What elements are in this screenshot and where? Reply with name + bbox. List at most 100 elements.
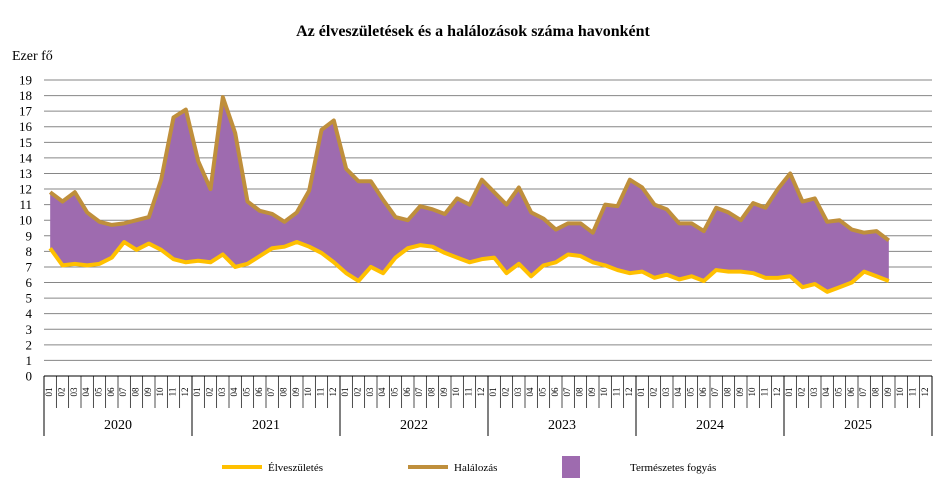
month-tick-label: 06 xyxy=(698,387,708,397)
month-tick-label: 07 xyxy=(562,387,572,397)
legend-natural-decrease-label: Természetes fogyás xyxy=(630,462,716,474)
month-tick-label: 11 xyxy=(168,388,178,397)
month-tick-label: 05 xyxy=(538,387,548,397)
month-tick-label: 04 xyxy=(81,387,91,397)
month-tick-label: 11 xyxy=(612,388,622,397)
month-tick-label: 01 xyxy=(340,388,350,397)
legend: Élveszületés Halálozás Természetes fogyá… xyxy=(222,456,716,478)
month-tick-label: 03 xyxy=(809,387,819,397)
x-axis: 01 02 03 04 05 06 07 08 09 10 11 12 01 02 03 04 05 06 07 08… xyxy=(43,376,933,436)
year-label: 2025 xyxy=(844,418,872,433)
month-tick-label: 06 xyxy=(846,387,856,397)
month-tick-label: 01 xyxy=(488,388,498,397)
month-tick-label: 04 xyxy=(673,387,683,397)
month-tick-label: 06 xyxy=(550,387,560,397)
month-tick-label: 04 xyxy=(377,387,387,397)
y-tick-label: 0 xyxy=(26,369,33,384)
month-tick-label: 07 xyxy=(414,387,424,397)
month-tick-label: 12 xyxy=(772,387,782,396)
y-tick-label: 16 xyxy=(19,119,33,134)
month-tick-label: 02 xyxy=(797,388,807,397)
y-tick-label: 5 xyxy=(26,291,33,306)
month-tick-label: 12 xyxy=(624,387,634,396)
month-tick-label: 02 xyxy=(649,388,659,397)
month-tick-label: 03 xyxy=(365,387,375,397)
month-tick-label: 02 xyxy=(353,388,363,397)
month-tick-label: 07 xyxy=(710,387,720,397)
month-tick-label: 03 xyxy=(69,387,79,397)
y-tick-label: 19 xyxy=(19,73,32,88)
month-tick-label: 05 xyxy=(686,387,696,397)
month-tick-label: 11 xyxy=(316,388,326,397)
month-tick-label: 01 xyxy=(44,388,54,397)
month-tick-label: 01 xyxy=(192,388,202,397)
month-tick-label: 03 xyxy=(513,387,523,397)
month-tick-label: 06 xyxy=(106,387,116,397)
month-tick-label: 12 xyxy=(920,387,930,396)
y-tick-label: 4 xyxy=(26,306,33,321)
month-tick-label: 12 xyxy=(328,387,338,396)
month-tick-label: 10 xyxy=(303,387,313,397)
month-tick-label: 08 xyxy=(871,387,881,397)
month-tick-label: 08 xyxy=(279,387,289,397)
month-tick-label: 10 xyxy=(747,387,757,397)
y-tick-label: 13 xyxy=(19,166,32,181)
y-tick-label: 9 xyxy=(26,228,33,243)
month-tick-label: 03 xyxy=(661,387,671,397)
natural-decrease-area xyxy=(50,97,889,292)
month-tick-label: 02 xyxy=(57,388,67,397)
y-tick-label: 3 xyxy=(26,322,33,337)
legend-deaths-label: Halálozás xyxy=(454,462,497,474)
month-tick-label: 05 xyxy=(390,387,400,397)
month-tick-label: 02 xyxy=(205,388,215,397)
births-line xyxy=(48,240,890,294)
month-tick-label: 08 xyxy=(427,387,437,397)
month-tick-label: 10 xyxy=(155,387,165,397)
month-tick-label: 05 xyxy=(94,387,104,397)
month-tick-label: 12 xyxy=(180,387,190,396)
year-label: 2022 xyxy=(400,418,428,433)
y-tick-label: 6 xyxy=(26,275,33,290)
month-tick-label: 11 xyxy=(464,388,474,397)
month-tick-label: 10 xyxy=(599,387,609,397)
month-tick-label: 09 xyxy=(883,387,893,397)
y-tick-label: 17 xyxy=(19,104,33,119)
month-tick-label: 10 xyxy=(895,387,905,397)
month-tick-label: 01 xyxy=(636,388,646,397)
month-tick-label: 08 xyxy=(723,387,733,397)
legend-births-label: Élveszületés xyxy=(268,462,323,474)
y-tick-label: 12 xyxy=(19,182,32,197)
y-tick-label: 18 xyxy=(19,88,32,103)
chart-title: Az élveszületések és a halálozások száma… xyxy=(296,23,650,40)
month-tick-label: 05 xyxy=(242,387,252,397)
year-label: 2020 xyxy=(104,418,132,433)
month-tick-label: 09 xyxy=(439,387,449,397)
y-tick-label: 1 xyxy=(26,353,33,368)
month-tick-label: 11 xyxy=(760,388,770,397)
month-tick-label: 12 xyxy=(476,387,486,396)
month-tick-label: 08 xyxy=(131,387,141,397)
month-tick-label: 09 xyxy=(143,387,153,397)
month-tick-label: 06 xyxy=(402,387,412,397)
deaths-line xyxy=(48,95,891,243)
month-tick-label: 10 xyxy=(451,387,461,397)
legend-natural-decrease-swatch xyxy=(562,456,580,478)
month-tick-label: 06 xyxy=(254,387,264,397)
month-tick-label: 09 xyxy=(735,387,745,397)
y-tick-label: 14 xyxy=(19,150,33,165)
y-tick-label: 7 xyxy=(26,259,33,274)
y-tick-label: 8 xyxy=(26,244,33,259)
month-tick-label: 02 xyxy=(501,388,511,397)
year-label: 2021 xyxy=(252,418,280,433)
month-tick-label: 07 xyxy=(118,387,128,397)
month-tick-label: 07 xyxy=(858,387,868,397)
y-tick-label: 2 xyxy=(26,337,33,352)
month-tick-label: 09 xyxy=(291,387,301,397)
month-tick-label: 01 xyxy=(784,388,794,397)
y-tick-label: 11 xyxy=(19,197,32,212)
month-tick-label: 04 xyxy=(525,387,535,397)
y-tick-label: 15 xyxy=(19,135,32,150)
month-tick-label: 11 xyxy=(908,388,918,397)
